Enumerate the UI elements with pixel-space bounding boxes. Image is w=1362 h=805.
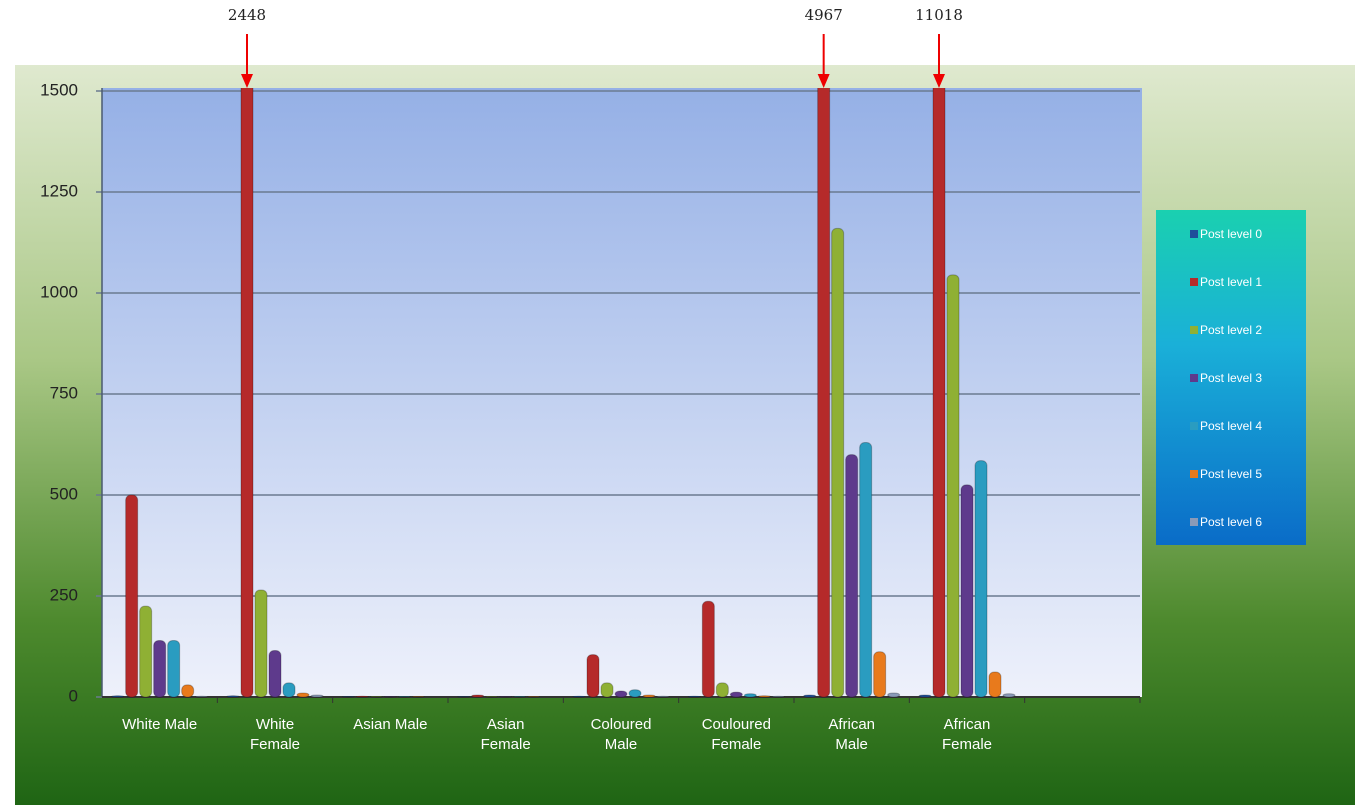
- annotation-label: 4967: [805, 6, 843, 24]
- bar: [614, 690, 628, 698]
- annotation-label: 2448: [228, 6, 266, 24]
- legend-label: Post level 4: [1200, 419, 1263, 433]
- bar: [167, 639, 181, 698]
- x-tick-label: Asian Male: [353, 716, 428, 733]
- bar: [254, 589, 268, 698]
- legend-swatch: [1190, 422, 1198, 430]
- bar: [240, 88, 254, 698]
- bar: [932, 88, 946, 698]
- bar: [310, 694, 324, 698]
- bar: [226, 695, 240, 698]
- bar: [1002, 693, 1016, 698]
- bar: [268, 650, 282, 698]
- bar: [181, 684, 195, 698]
- annotation-arrowhead: [241, 74, 253, 88]
- bar: [729, 691, 743, 698]
- bar: [974, 460, 988, 698]
- bar: [946, 274, 960, 698]
- y-tick-label: 0: [69, 686, 78, 705]
- bar: [831, 227, 845, 698]
- y-tick-label: 500: [50, 484, 78, 503]
- legend-label: Post level 0: [1200, 227, 1263, 241]
- x-tick-label: White Female: [249, 716, 301, 753]
- bar: [471, 694, 485, 698]
- bar: [628, 689, 642, 698]
- legend-item: Post level 2: [1156, 318, 1306, 366]
- bar: [687, 695, 701, 698]
- legend-swatch: [1190, 470, 1198, 478]
- bar: [803, 694, 817, 698]
- bar: [757, 695, 771, 698]
- bar: [873, 651, 887, 698]
- bars: [111, 88, 1016, 698]
- x-tick-label: White Male: [122, 716, 198, 733]
- y-tick-label: 1000: [40, 282, 78, 301]
- bar: [282, 682, 296, 698]
- x-tick-label: Asian Female: [480, 716, 531, 753]
- bar: [296, 692, 310, 698]
- bar: [656, 695, 670, 698]
- bar: [572, 695, 586, 698]
- legend-item: Post level 4: [1156, 414, 1306, 462]
- bar: [817, 88, 831, 698]
- legend-item: Post level 5: [1156, 462, 1306, 510]
- bar: [139, 605, 153, 698]
- legend-label: Post level 2: [1200, 323, 1263, 337]
- bar: [918, 694, 932, 698]
- bar: [586, 654, 600, 698]
- legend-item: Post level 1: [1156, 270, 1306, 318]
- x-tick-label: African Female: [941, 716, 993, 753]
- x-tick-label: Coloured Male: [590, 716, 652, 753]
- bar: [153, 639, 167, 698]
- legend-label: Post level 5: [1200, 467, 1263, 481]
- legend-swatch: [1190, 518, 1198, 526]
- bar: [701, 600, 715, 698]
- bar: [111, 695, 125, 698]
- y-tick-label: 750: [50, 383, 78, 402]
- bar: [600, 682, 614, 698]
- bar: [887, 692, 901, 698]
- bar: [355, 695, 369, 698]
- annotation-arrowhead: [933, 74, 945, 88]
- bar: [845, 454, 859, 698]
- y-tick-label: 250: [50, 585, 78, 604]
- legend-swatch: [1190, 374, 1198, 382]
- legend: Post level 0 Post level 1 Post level 2 Post…: [1156, 210, 1306, 545]
- bar: [859, 441, 873, 698]
- bar: [195, 695, 209, 698]
- bar: [960, 484, 974, 698]
- legend-label: Post level 6: [1200, 515, 1263, 529]
- legend-swatch: [1190, 278, 1198, 286]
- legend-item: Post level 6: [1156, 510, 1306, 558]
- x-tick-label: African Male: [828, 716, 875, 753]
- x-tick-label: Couloured Female: [701, 716, 771, 753]
- bar: [743, 693, 757, 698]
- legend-label: Post level 3: [1200, 371, 1263, 385]
- legend-item: Post level 0: [1156, 222, 1306, 270]
- legend-swatch: [1190, 326, 1198, 334]
- legend-swatch: [1190, 230, 1198, 238]
- annotation-label: 11018: [915, 6, 963, 24]
- y-tick-label: 1250: [40, 181, 78, 200]
- y-tick-label: 1500: [40, 80, 78, 99]
- bar: [771, 695, 785, 698]
- bar: [125, 494, 139, 698]
- bar: [715, 682, 729, 698]
- bar: [988, 671, 1002, 698]
- annotation-arrowhead: [817, 74, 830, 88]
- legend-label: Post level 1: [1200, 275, 1263, 289]
- legend-item: Post level 3: [1156, 366, 1306, 414]
- bar: [642, 694, 656, 698]
